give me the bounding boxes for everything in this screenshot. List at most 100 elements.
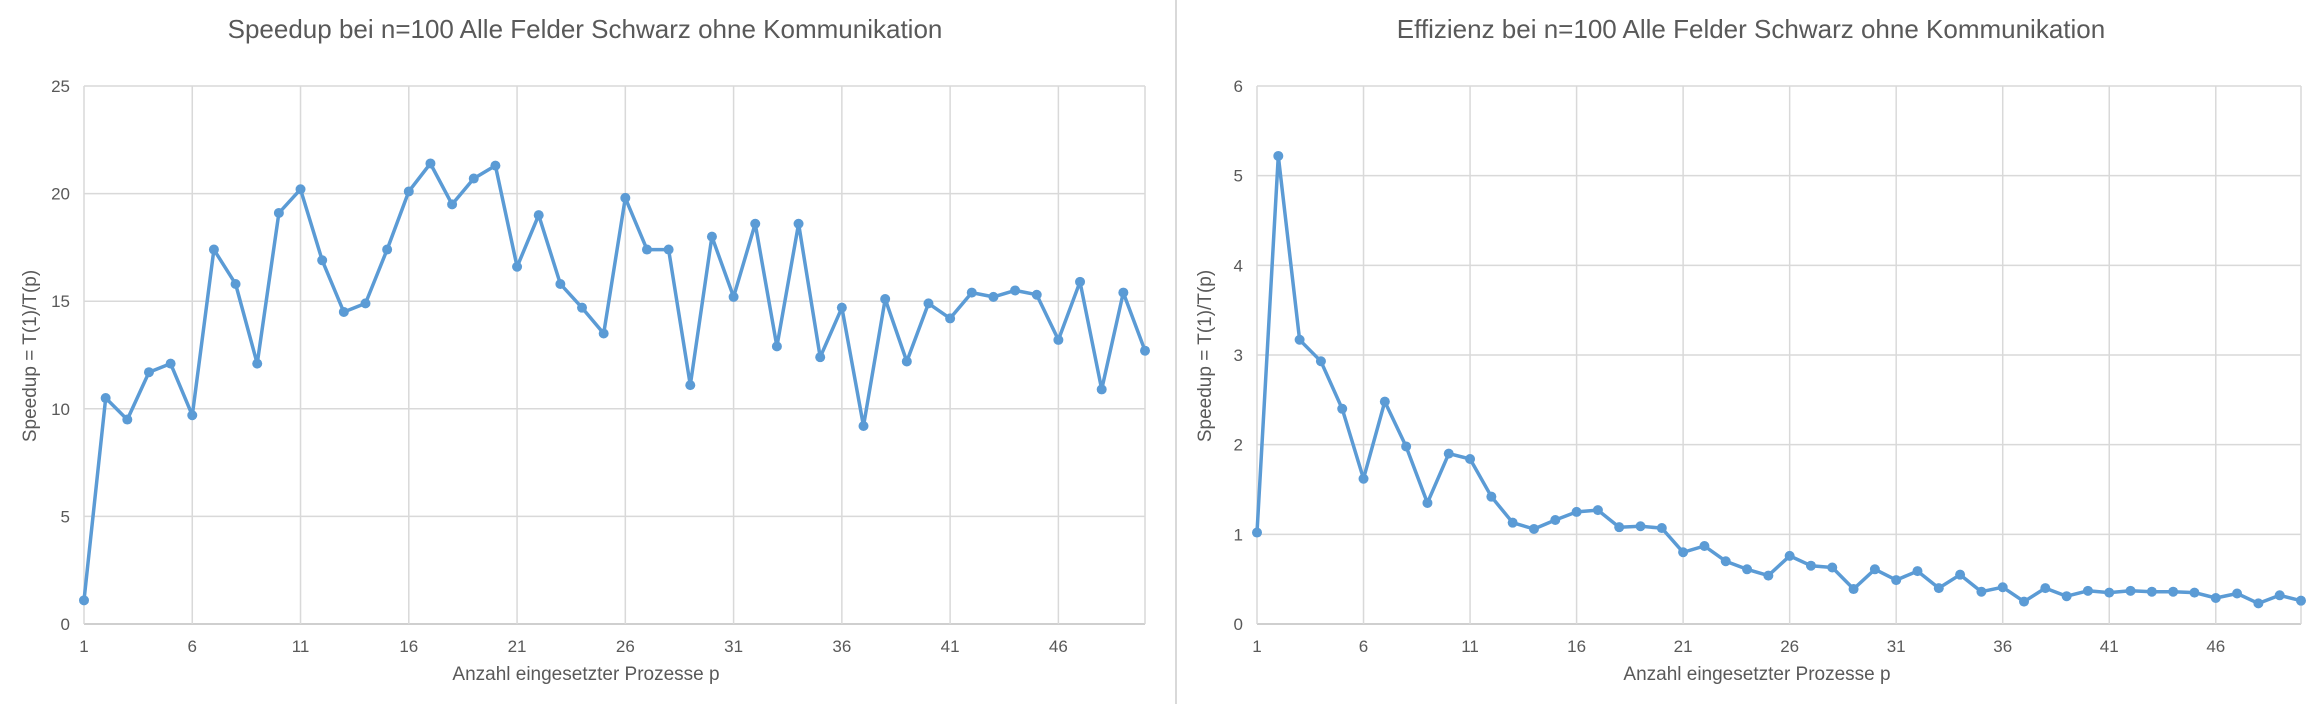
data-point: [1401, 441, 1412, 452]
y-tick-label: 1: [1234, 525, 1243, 544]
data-point: [1053, 334, 1064, 345]
chart-title: Effizienz bei n=100 Alle Felder Schwarz …: [1397, 14, 2105, 44]
x-tick-label: 26: [1780, 637, 1799, 656]
series-line: [82, 161, 1147, 601]
x-axis-label: Anzahl eingesetzter Prozesse p: [1623, 664, 1890, 685]
data-point: [403, 186, 414, 197]
data-point: [1976, 586, 1987, 597]
data-point: [966, 287, 977, 298]
data-point: [620, 192, 631, 203]
x-tick-label: 41: [941, 637, 960, 656]
data-point: [706, 231, 717, 242]
data-point: [815, 352, 826, 363]
data-point: [2082, 585, 2093, 596]
data-point: [1678, 547, 1689, 558]
data-point: [750, 218, 761, 229]
data-point: [685, 380, 696, 391]
data-point: [1337, 403, 1348, 414]
data-point: [728, 291, 739, 302]
x-axis-label: Anzahl eingesetzter Prozesse p: [452, 664, 719, 685]
data-point: [1891, 575, 1902, 586]
data-point: [1827, 562, 1838, 573]
y-tick-label: 25: [51, 77, 70, 96]
x-tick-label: 11: [292, 637, 310, 656]
data-point: [2296, 595, 2306, 606]
data-point: [2274, 590, 2285, 601]
data-point: [1592, 505, 1603, 516]
data-point: [2125, 585, 2136, 596]
data-point: [793, 218, 804, 229]
data-point: [1720, 556, 1731, 567]
data-point: [1507, 517, 1518, 528]
data-point: [1528, 523, 1539, 534]
data-point: [490, 160, 501, 171]
data-point: [1614, 522, 1625, 533]
data-point: [1294, 334, 1305, 345]
data-point: [1096, 384, 1107, 395]
data-point: [641, 244, 652, 255]
data-point: [1315, 356, 1326, 367]
data-point: [923, 298, 934, 309]
data-point: [2253, 598, 2264, 609]
x-tick-label: 41: [2100, 637, 2119, 656]
y-tick-label: 10: [51, 400, 70, 419]
data-point: [317, 255, 328, 266]
data-point: [1422, 497, 1433, 508]
data-point: [1635, 521, 1646, 532]
data-point: [1912, 566, 1923, 577]
y-tick-label: 5: [61, 507, 70, 526]
data-point: [1784, 550, 1795, 561]
y-tick-label: 3: [1234, 346, 1243, 365]
x-tick-label: 16: [1567, 637, 1586, 656]
data-point: [1443, 448, 1454, 459]
data-point: [165, 358, 176, 369]
chart-divider: [1175, 0, 1177, 704]
data-point: [1550, 514, 1561, 525]
data-point: [79, 595, 89, 606]
y-tick-label: 0: [61, 615, 70, 634]
data-point: [425, 158, 436, 169]
data-point: [771, 341, 782, 352]
data-point: [1031, 289, 1042, 300]
y-tick-label: 15: [51, 292, 70, 311]
y-axis-label: Speedup = T(1)/T(p): [20, 270, 41, 442]
data-point: [512, 261, 523, 272]
x-tick-label: 21: [508, 637, 527, 656]
data-point: [273, 207, 284, 218]
y-tick-label: 2: [1234, 436, 1243, 455]
data-point: [1763, 570, 1774, 581]
data-point: [663, 244, 674, 255]
speedup-chart-panel: Speedup bei n=100 Alle Felder Schwarz oh…: [20, 14, 1150, 685]
data-point: [295, 184, 306, 195]
data-point: [555, 278, 566, 289]
x-tick-label: 26: [616, 637, 635, 656]
data-point: [338, 306, 349, 317]
data-point: [1118, 287, 1129, 298]
data-point: [122, 414, 133, 425]
x-tick-label: 21: [1674, 637, 1693, 656]
data-point: [577, 302, 588, 313]
data-point: [533, 210, 544, 221]
series-line: [1255, 154, 2302, 606]
data-point: [187, 410, 198, 421]
data-point: [1273, 150, 1284, 161]
data-point: [143, 367, 154, 378]
y-tick-label: 6: [1234, 77, 1243, 96]
x-tick-label: 1: [1252, 637, 1261, 656]
data-point: [360, 298, 371, 309]
data-point: [208, 244, 219, 255]
data-point: [382, 244, 393, 255]
x-tick-label: 36: [832, 637, 851, 656]
speedup-chart: Speedup bei n=100 Alle Felder Schwarz oh…: [20, 14, 1150, 685]
data-point: [1955, 569, 1966, 580]
data-point: [1933, 583, 1944, 594]
x-tick-label: 11: [1461, 637, 1479, 656]
data-point: [1997, 582, 2008, 593]
chart-title: Speedup bei n=100 Alle Felder Schwarz oh…: [228, 14, 943, 44]
data-point: [1075, 276, 1086, 287]
data-point: [988, 291, 999, 302]
data-point: [2040, 583, 2051, 594]
data-point: [1010, 285, 1021, 296]
y-tick-label: 20: [51, 185, 70, 204]
